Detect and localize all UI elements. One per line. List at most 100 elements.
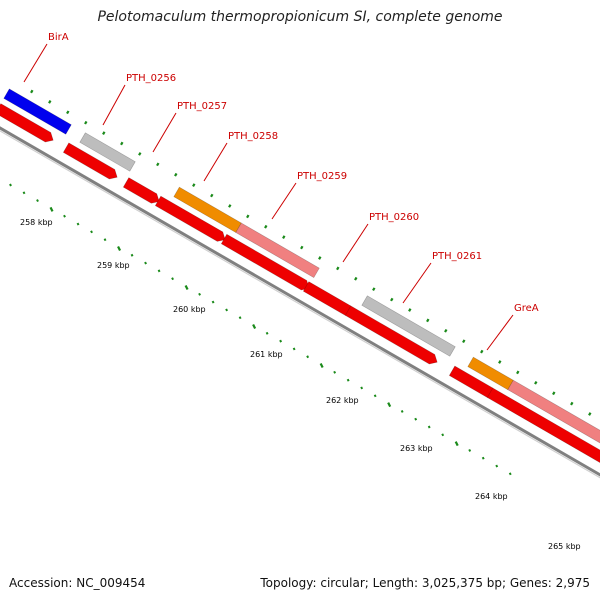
tick-mark-top xyxy=(264,224,268,229)
grea-gene-bar-b xyxy=(507,379,600,444)
scale-major-tick xyxy=(117,245,122,251)
kbp-label-264: 264 kbp xyxy=(475,492,508,501)
scale-minor-tick xyxy=(292,347,296,351)
gene-label-pth_0256: PTH_0256 xyxy=(126,73,176,84)
scale-minor-tick xyxy=(198,292,201,296)
tick-mark-top xyxy=(588,412,592,416)
scale-minor-tick xyxy=(265,331,269,335)
scale-minor-tick xyxy=(103,238,107,242)
tick-mark-top xyxy=(408,308,412,312)
scale-minor-tick xyxy=(171,277,174,281)
tick-mark-top xyxy=(480,349,484,354)
tick-mark-top xyxy=(516,370,520,375)
scale-major-tick xyxy=(252,324,257,330)
gene-label-bira: BirA xyxy=(48,32,69,43)
scale-minor-tick xyxy=(90,230,93,234)
scale-minor-tick xyxy=(360,386,364,390)
tick-mark-top xyxy=(372,287,376,292)
scale-minor-tick xyxy=(279,339,283,343)
tick-mark-top xyxy=(174,172,178,177)
scale-major-tick xyxy=(387,402,392,408)
tick-mark-top xyxy=(84,120,88,125)
tick-mark-top xyxy=(66,110,70,115)
cds-arrow-inner-7 xyxy=(344,305,438,365)
map-title: Pelotomaculum thermopropionicum SI, comp… xyxy=(97,9,503,25)
gene-label-pth_0258: PTH_0258 xyxy=(228,131,278,142)
leader-line-pth_0257 xyxy=(152,112,177,153)
scale-major-tick xyxy=(49,206,54,212)
cds-arrow-inner-1 xyxy=(0,103,54,143)
gene-label-grea: GreA xyxy=(514,303,539,314)
scale-major-tick xyxy=(184,284,189,290)
tick-mark-top xyxy=(192,183,196,187)
tick-mark-top xyxy=(246,214,250,219)
gene-label-pth_0260: PTH_0260 xyxy=(369,212,419,223)
scale-minor-tick xyxy=(130,253,134,257)
pth0256-gene-bar xyxy=(79,132,136,172)
genome-backbone xyxy=(0,126,600,477)
scale-minor-tick xyxy=(211,300,215,304)
kbp-label-262: 262 kbp xyxy=(326,396,359,405)
scale-major-tick xyxy=(454,441,459,447)
scale-minor-tick xyxy=(76,222,80,226)
leader-line-pth_0259 xyxy=(271,182,297,220)
kbp-label-259: 259 kbp xyxy=(97,261,130,270)
scale-minor-tick xyxy=(157,269,161,273)
tick-mark-top xyxy=(444,328,448,333)
scale-minor-tick xyxy=(333,370,337,374)
scale-minor-tick xyxy=(36,199,39,203)
scale-minor-tick xyxy=(508,472,512,476)
tick-mark-top xyxy=(462,339,466,344)
kbp-label-263: 263 kbp xyxy=(400,444,433,453)
scale-minor-tick xyxy=(414,417,418,421)
scale-minor-tick xyxy=(481,456,485,460)
scale-minor-tick xyxy=(346,378,350,382)
tick-mark-top xyxy=(228,204,232,208)
tick-mark-top xyxy=(210,193,214,198)
leader-line-pth_0260 xyxy=(342,223,369,263)
leader-line-bira xyxy=(23,43,48,83)
gene-label-pth_0257: PTH_0257 xyxy=(177,101,227,112)
leader-line-pth_0258 xyxy=(203,142,228,182)
accession-text: Accession: NC_009454 xyxy=(9,576,146,590)
cds-arrow-inner-9 xyxy=(486,387,600,463)
scale-minor-tick xyxy=(63,214,66,218)
scale-minor-tick xyxy=(468,448,472,452)
scale-minor-tick xyxy=(22,191,26,195)
leader-line-pth_0256 xyxy=(102,84,126,126)
pth0258-gene-bar-b xyxy=(235,222,320,279)
genome-backbone-shadow xyxy=(0,130,600,479)
tick-mark-top xyxy=(426,318,430,323)
tick-mark-top xyxy=(534,380,538,385)
tick-mark-top xyxy=(570,401,574,406)
scale-minor-tick xyxy=(441,433,445,437)
tick-mark-top xyxy=(120,141,124,146)
kbp-label-258: 258 kbp xyxy=(20,218,53,227)
scale-minor-tick xyxy=(373,394,377,398)
scale-minor-tick xyxy=(306,355,310,359)
leader-line-pth_0261 xyxy=(402,262,432,304)
tick-mark-top xyxy=(336,266,340,271)
cds-arrow-inner-3 xyxy=(122,177,160,204)
scale-major-tick xyxy=(319,363,324,369)
tick-mark-top xyxy=(300,245,304,250)
bira-gene-bar xyxy=(3,88,72,135)
tick-mark-top xyxy=(30,89,34,94)
cds-arrow-inner-4 xyxy=(154,195,226,242)
tick-mark-top xyxy=(102,131,106,135)
tick-mark-top xyxy=(552,391,556,396)
gene-label-pth_0261: PTH_0261 xyxy=(432,251,482,262)
tick-mark-top xyxy=(354,276,358,281)
leader-line-grea xyxy=(486,314,514,351)
tick-mark-top xyxy=(48,100,52,104)
tick-mark-top xyxy=(156,162,160,167)
genome-summary-text: Topology: circular; Length: 3,025,375 bp… xyxy=(260,576,590,590)
cds-arrow-inner-2 xyxy=(62,142,118,180)
scale-minor-tick xyxy=(238,316,242,320)
scale-minor-tick xyxy=(400,409,404,413)
scale-minor-tick xyxy=(225,308,228,312)
gene-label-pth_0259: PTH_0259 xyxy=(297,171,347,182)
scale-minor-tick xyxy=(495,464,499,468)
tick-mark-top xyxy=(282,235,286,240)
